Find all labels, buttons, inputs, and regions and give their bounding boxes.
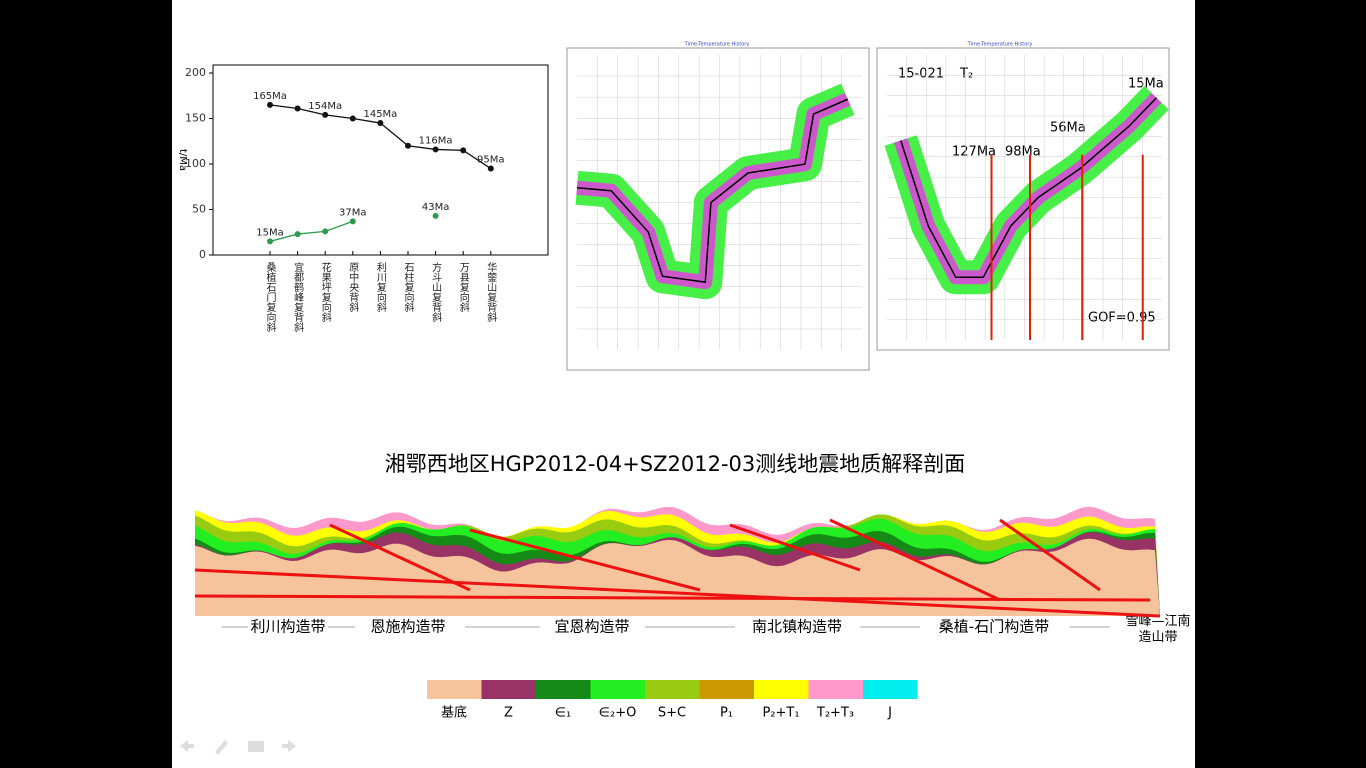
y-tick-label: 50 bbox=[192, 203, 206, 216]
x-tick-label: 石柱复向斜 bbox=[402, 262, 414, 313]
belt-label: 桑植-石门构造带 bbox=[939, 618, 1049, 636]
data-label: 116Ma bbox=[419, 135, 453, 146]
legend-label: P₂+T₁ bbox=[762, 706, 799, 721]
data-point bbox=[460, 147, 467, 154]
age-label: 98Ma bbox=[1005, 145, 1041, 160]
data-point bbox=[349, 218, 356, 225]
legend-label: J bbox=[887, 706, 892, 721]
fault bbox=[329, 523, 471, 592]
legend-label: Z bbox=[504, 706, 513, 721]
fault bbox=[469, 528, 701, 592]
stratum: T₂ bbox=[959, 67, 973, 82]
belt-line: 造山带 bbox=[1138, 630, 1177, 645]
legend-label: 基底 bbox=[441, 705, 467, 721]
data-point bbox=[349, 115, 356, 122]
data-point bbox=[432, 146, 439, 153]
path-best bbox=[900, 97, 1158, 279]
series-line bbox=[269, 220, 354, 242]
y-tick-label: 200 bbox=[185, 66, 206, 79]
section-title: 湘鄂西地区HGP2012-04+SZ2012-03测线地震地质解释剖面 bbox=[385, 452, 966, 476]
belt-label: 南北镇构造带 bbox=[752, 618, 842, 636]
legend-label: S+C bbox=[658, 706, 686, 721]
legend: 基底 Z ∈₁ ∈₂+O S+C P₁ P₂+T₁ T₂+T₃ J bbox=[427, 680, 918, 721]
fault bbox=[999, 518, 1101, 592]
data-point bbox=[432, 212, 439, 219]
y-tick-label: 0 bbox=[199, 248, 206, 261]
path-best bbox=[576, 98, 849, 284]
legend-swatch bbox=[863, 680, 918, 699]
fault bbox=[194, 568, 1161, 618]
fault bbox=[194, 594, 1151, 602]
data-point bbox=[267, 238, 273, 245]
x-tick-label: 华蓥山复背斜 bbox=[485, 261, 497, 323]
data-point bbox=[294, 105, 301, 112]
thermal-drawing bbox=[575, 55, 862, 350]
data-point bbox=[322, 228, 329, 235]
legend-label: ∈₂+O bbox=[599, 706, 637, 721]
data-label: 37Ma bbox=[339, 207, 366, 218]
data-label: 43Ma bbox=[422, 202, 449, 213]
age-label: 127Ma bbox=[952, 145, 996, 160]
legend-swatch bbox=[427, 680, 482, 699]
x-tick-label: 万县复向斜 bbox=[457, 262, 469, 313]
x-tick-label: 花果坪复向斜 bbox=[319, 261, 331, 323]
data-point bbox=[267, 101, 273, 108]
x-tick-label: 宜都鹤峰复背斜 bbox=[292, 261, 304, 333]
gof: GOF=0.95 bbox=[1088, 311, 1156, 326]
thermal-drawing bbox=[884, 55, 1169, 340]
data-point bbox=[377, 120, 384, 127]
x-tick-label: 利川复向斜 bbox=[374, 262, 386, 313]
fault bbox=[729, 523, 861, 572]
legend-swatch bbox=[808, 680, 863, 699]
fault bbox=[829, 518, 1001, 602]
legend-label: ∈₁ bbox=[555, 706, 572, 721]
age-label: 15Ma bbox=[1128, 77, 1164, 92]
legend-swatch bbox=[536, 680, 591, 699]
data-label: 154Ma bbox=[308, 101, 342, 112]
legend-label: P₁ bbox=[720, 706, 733, 721]
nav-icons bbox=[180, 740, 296, 755]
x-tick-label: 原中央背斜 bbox=[347, 262, 359, 313]
belt-row: 利川构造带 恩施构造带 宜恩构造带 南北镇构造带 桑植-石门构造带 雪峰—江南造山带 bbox=[222, 613, 1191, 645]
legend-swatch bbox=[754, 680, 809, 699]
thermal-title: Time-Temperature History bbox=[684, 42, 750, 48]
data-label: 95Ma bbox=[477, 155, 504, 166]
belt-label: 宜恩构造带 bbox=[554, 618, 629, 636]
legend-swatch bbox=[645, 680, 700, 699]
data-point bbox=[322, 111, 329, 118]
belt-label: 恩施构造带 bbox=[370, 618, 445, 636]
data-point bbox=[405, 142, 411, 149]
data-label: 145Ma bbox=[363, 109, 397, 120]
sample-id: 15-021 bbox=[898, 67, 944, 82]
y-tick-label: 100 bbox=[185, 157, 206, 170]
cross-section bbox=[194, 506, 1161, 618]
legend-swatch bbox=[481, 680, 536, 699]
belt-label: 利川构造带 bbox=[250, 618, 325, 636]
x-tick-label: 方斗山复背斜 bbox=[430, 261, 442, 323]
data-label: 165Ma bbox=[253, 91, 287, 102]
data-point bbox=[487, 165, 494, 172]
age-label: 56Ma bbox=[1050, 121, 1086, 136]
x-tick-label: 桑植石门复向斜 bbox=[264, 262, 276, 333]
legend-swatch bbox=[699, 680, 754, 699]
legend-label: T₂+T₃ bbox=[816, 706, 854, 721]
y-axis-label: t/Ma bbox=[177, 149, 188, 171]
y-tick-label: 150 bbox=[185, 112, 206, 125]
thermal-title: Time-Temperature History bbox=[967, 42, 1033, 48]
data-point bbox=[294, 231, 301, 238]
legend-swatch bbox=[590, 680, 645, 699]
data-label: 15Ma bbox=[256, 227, 283, 238]
